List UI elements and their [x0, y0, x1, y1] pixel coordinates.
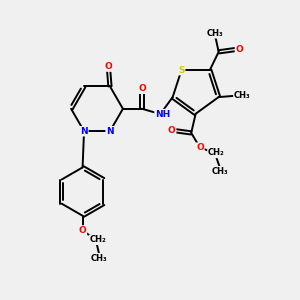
Text: CH₂: CH₂ — [208, 148, 225, 158]
Text: CH₃: CH₃ — [212, 167, 228, 176]
Text: CH₃: CH₃ — [207, 29, 224, 38]
Text: O: O — [236, 45, 243, 54]
Text: CH₂: CH₂ — [89, 236, 106, 244]
Text: NH: NH — [155, 110, 170, 118]
Text: S: S — [178, 66, 185, 75]
Text: N: N — [80, 127, 88, 136]
Text: O: O — [168, 126, 176, 135]
Text: CH₃: CH₃ — [91, 254, 108, 262]
Text: CH₃: CH₃ — [234, 91, 250, 100]
Text: O: O — [79, 226, 86, 235]
Text: N: N — [106, 127, 114, 136]
Text: O: O — [105, 62, 112, 71]
Text: O: O — [196, 143, 204, 152]
Text: O: O — [138, 84, 146, 93]
